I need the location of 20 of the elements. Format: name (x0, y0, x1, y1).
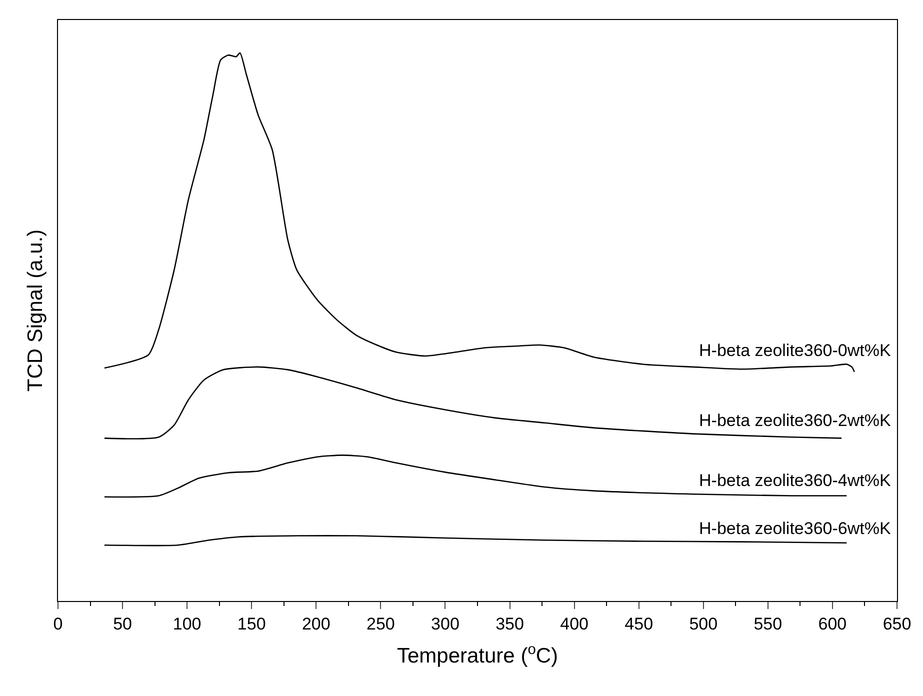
x-axis-title: Temperature ($^{o}$C) (396, 642, 558, 668)
x-tick-label: 300 (431, 614, 460, 634)
series-label: H-beta zeolite360-6wt%K (699, 519, 892, 538)
x-tick-label: 550 (754, 614, 782, 634)
series-label: H-beta zeolite360-4wt%K (699, 471, 892, 490)
x-tick-label: 600 (818, 614, 847, 634)
x-tick-label: 400 (560, 614, 588, 634)
x-tick-label: 650 (882, 614, 912, 634)
series-label: H-beta zeolite360-0wt%K (699, 341, 892, 360)
x-tick-label: 450 (624, 614, 654, 634)
x-tick-label: 100 (172, 614, 202, 634)
series-label: H-beta zeolite360-2wt%K (699, 411, 892, 430)
y-axis-title: TCD Signal (a.u.) (24, 229, 48, 392)
x-tick-label: 200 (302, 614, 330, 634)
x-tick-label: 0 (53, 614, 63, 634)
x-tick-label: 500 (689, 614, 718, 634)
x-tick-label: 150 (237, 614, 266, 634)
x-tick-label: 350 (496, 614, 524, 634)
x-tick-label: 250 (366, 614, 395, 634)
x-tick-label: 50 (113, 614, 132, 634)
